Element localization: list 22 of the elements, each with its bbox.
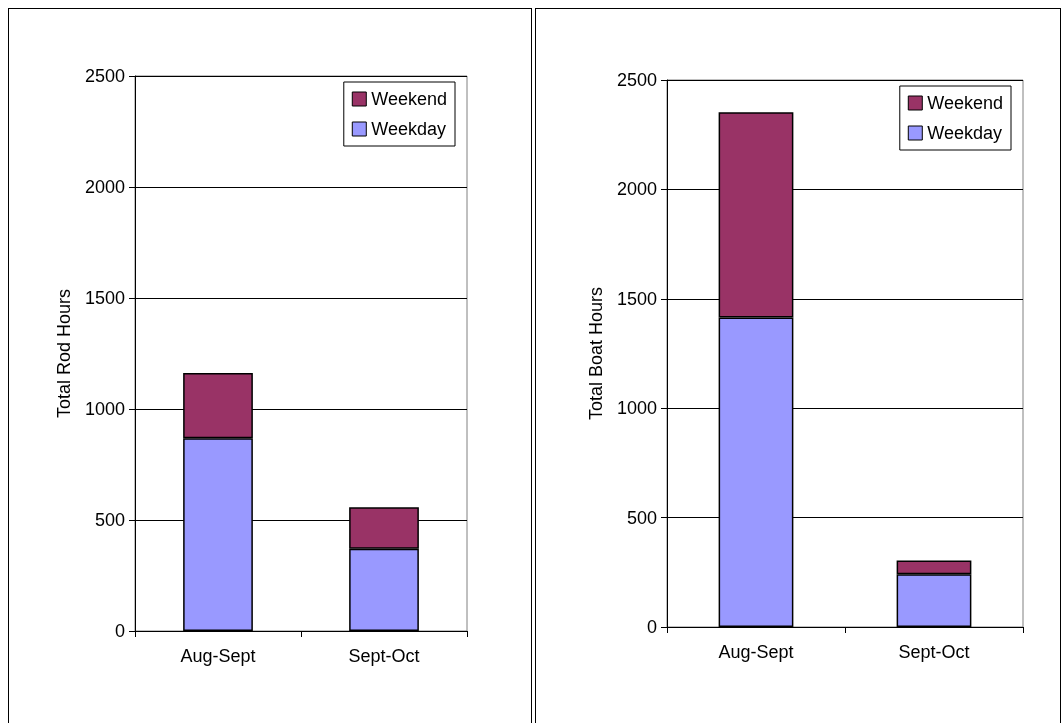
y-tick-label: 0 bbox=[114, 621, 125, 641]
y-tick-label: 0 bbox=[646, 617, 657, 637]
y-tick-label: 1500 bbox=[84, 288, 125, 308]
y-axis-title: Total Rod Hours bbox=[54, 288, 74, 419]
y-tick-label: 1500 bbox=[616, 288, 657, 309]
y-tick-label: 1000 bbox=[84, 399, 125, 419]
y-tick-label: 2500 bbox=[616, 70, 657, 90]
y-axis-title: Total Boat Hours bbox=[586, 286, 606, 421]
y-tick-label: 500 bbox=[94, 510, 125, 530]
y-tick-label: 500 bbox=[626, 507, 657, 528]
x-tick-label: Aug-Sept bbox=[180, 646, 256, 666]
legend-label: Weekend bbox=[371, 89, 447, 109]
x-tick-label: Sept-Oct bbox=[348, 646, 420, 666]
y-tick-label: 1000 bbox=[616, 398, 657, 419]
y-tick-label: 2000 bbox=[616, 179, 657, 200]
legend-label: Weekday bbox=[371, 119, 446, 139]
legend-label: Weekend bbox=[927, 93, 1003, 113]
x-tick-label: Sept-Oct bbox=[898, 642, 970, 662]
x-tick-label: Aug-Sept bbox=[718, 642, 794, 662]
legend-label: Weekday bbox=[927, 123, 1002, 143]
y-tick-label: 2000 bbox=[84, 177, 125, 197]
y-tick-label: 2500 bbox=[84, 66, 125, 86]
